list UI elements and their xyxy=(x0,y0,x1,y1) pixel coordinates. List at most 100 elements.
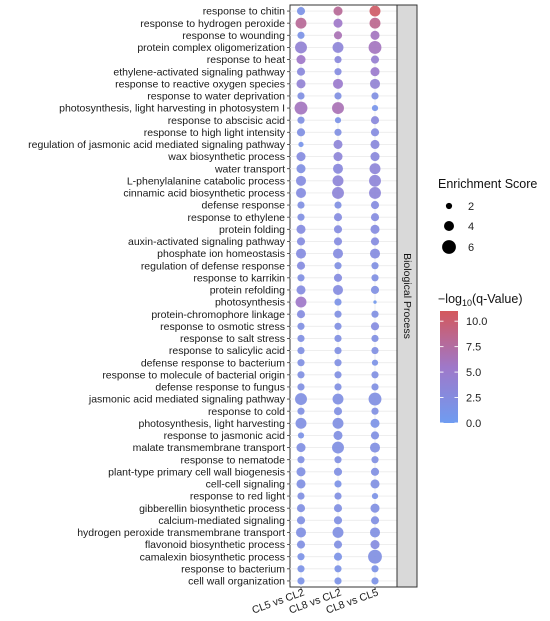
term-label: defense response xyxy=(202,200,286,212)
term-label: response to heat xyxy=(207,54,285,66)
term-label: response to bacterium xyxy=(181,563,285,575)
bubble xyxy=(370,516,380,525)
term-label: response to cold xyxy=(208,406,285,418)
bubble xyxy=(334,92,342,100)
size-legend: Enrichment Score 2 4 6 xyxy=(438,177,537,254)
bubble xyxy=(332,175,344,187)
term-label: cell wall organization xyxy=(188,576,285,588)
bubble xyxy=(334,322,342,330)
bubble xyxy=(295,393,307,406)
bubble xyxy=(370,128,380,137)
term-label: cinnamic acid biosynthetic process xyxy=(123,188,285,200)
term-label: gibberellin biosynthetic process xyxy=(139,503,285,515)
term-label: jasmonic acid mediated signaling pathway xyxy=(88,394,286,406)
bubble xyxy=(370,442,380,453)
bubble xyxy=(371,346,379,355)
bubble xyxy=(333,467,343,476)
term-label: defense response to fungus xyxy=(155,382,285,394)
bubble xyxy=(333,540,343,549)
bubble xyxy=(296,479,306,489)
bubble xyxy=(370,322,380,331)
term-label: defense response to bacterium xyxy=(141,357,285,369)
bubble xyxy=(371,407,379,415)
bubble xyxy=(297,116,305,124)
bubble xyxy=(371,274,379,282)
bubble xyxy=(295,296,307,308)
panel-border xyxy=(289,4,398,588)
bubble xyxy=(334,128,342,136)
bubble xyxy=(370,116,380,125)
bubble xyxy=(332,41,344,53)
bubble xyxy=(296,152,306,162)
bubble xyxy=(297,492,305,500)
bubble xyxy=(297,577,305,585)
bubble xyxy=(333,213,343,222)
bubble xyxy=(334,117,342,124)
term-label: protein refolding xyxy=(210,285,285,297)
size-legend-title: Enrichment Score xyxy=(438,177,537,191)
bubble xyxy=(333,152,343,162)
term-label: protein folding xyxy=(219,224,285,236)
bubble xyxy=(296,467,306,477)
bubble xyxy=(334,383,342,391)
bubble xyxy=(334,262,342,270)
term-label: response to high light intensity xyxy=(144,127,286,139)
bubble xyxy=(296,164,306,174)
bubble xyxy=(370,78,380,89)
bubble xyxy=(296,79,306,89)
bubble xyxy=(371,359,379,366)
bubble xyxy=(371,262,379,270)
bubble xyxy=(370,527,380,538)
term-label: wax biosynthetic process xyxy=(167,151,285,163)
bubble xyxy=(334,310,342,318)
bubble xyxy=(334,565,342,573)
bubble xyxy=(370,237,380,246)
term-label: regulation of defense response xyxy=(141,260,285,272)
term-label: response to ethylene xyxy=(188,212,286,224)
bubble xyxy=(334,492,342,500)
bubble xyxy=(371,334,379,343)
bubble xyxy=(333,284,343,295)
term-label: response to karrikin xyxy=(193,272,285,284)
term-label: plant-type primary cell wall biogenesis xyxy=(108,466,285,478)
term-label: protein-chromophore linkage xyxy=(151,309,285,321)
bubble xyxy=(333,31,343,40)
term-label: photosynthesis, light harvesting in phot… xyxy=(59,103,285,115)
term-label: response to molecule of bacterial origin xyxy=(102,369,285,381)
bubble xyxy=(370,213,380,222)
bubble xyxy=(333,552,343,561)
bubble xyxy=(333,504,343,513)
bubble xyxy=(296,516,306,525)
bubble xyxy=(297,31,305,39)
bubble xyxy=(297,92,305,100)
bubble xyxy=(333,237,343,246)
term-label: phosphate ion homeostasis xyxy=(157,248,285,260)
color-legend-label: 7.5 xyxy=(466,342,481,354)
bubble xyxy=(332,393,344,405)
bubble xyxy=(297,371,305,379)
term-label: flavonoid biosynthetic process xyxy=(145,539,285,551)
size-legend-dot xyxy=(445,202,453,210)
color-legend: −log10(q-Value) 0.0 2.5 5.0 7.5 10.0 xyxy=(438,292,522,430)
term-label: water transport xyxy=(214,163,285,175)
term-label: response to salt stress xyxy=(180,333,285,345)
bubble xyxy=(296,67,306,76)
bubble xyxy=(297,432,305,439)
bubble xyxy=(334,201,342,209)
bubble xyxy=(370,285,380,294)
term-label: response to red light xyxy=(190,491,285,503)
bubble xyxy=(334,456,342,464)
bubble xyxy=(370,30,380,40)
bubble xyxy=(296,55,306,65)
bubble xyxy=(370,503,380,513)
color-legend-label: 0.0 xyxy=(466,418,481,430)
term-label: auxin-activated signaling pathway xyxy=(128,236,286,248)
bubble xyxy=(333,407,343,416)
bubble xyxy=(333,273,343,282)
bubble xyxy=(333,430,343,440)
bubble xyxy=(333,78,343,89)
bubble xyxy=(297,383,305,391)
color-legend-label: 5.0 xyxy=(466,367,481,379)
